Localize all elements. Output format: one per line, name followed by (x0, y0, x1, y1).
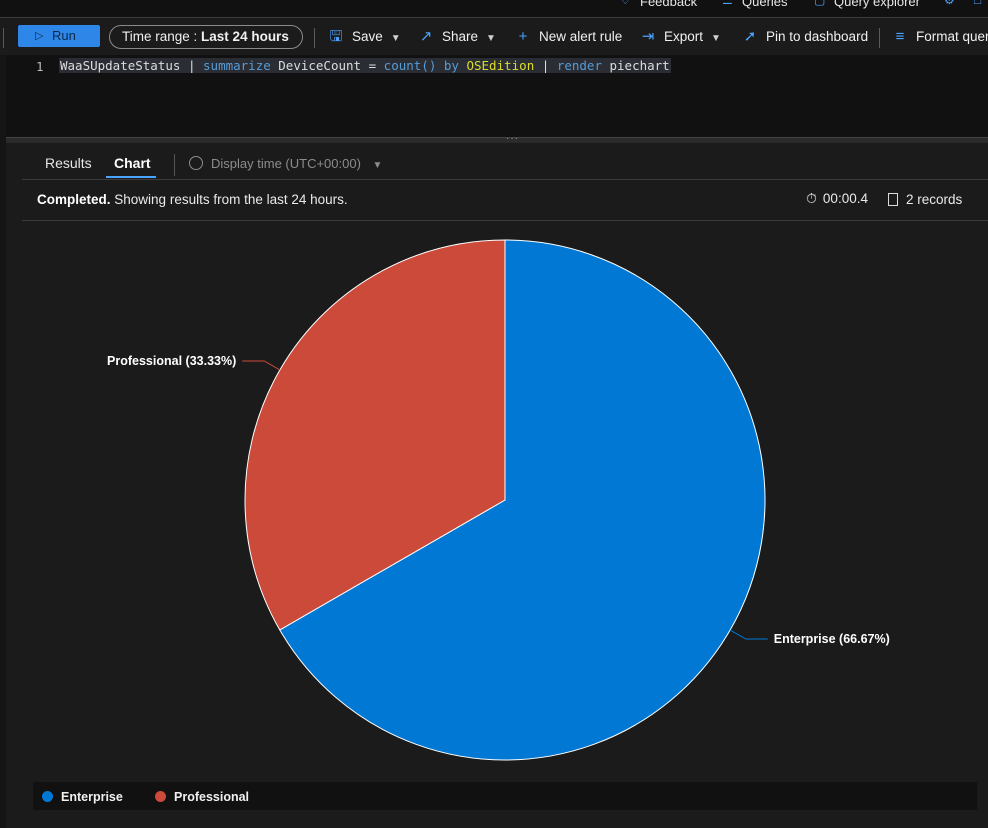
save-icon: 🖫 (329, 28, 343, 45)
query-explorer-icon: ▢ (814, 0, 826, 7)
query-duration: ⏱ 00:00.4 (806, 190, 868, 207)
feedback-icon: ♡ (620, 0, 631, 7)
toolbar-divider (3, 28, 4, 48)
export-label: Export (664, 29, 704, 44)
status-message: Completed. Showing results from the last… (37, 192, 348, 207)
divider (22, 179, 988, 180)
pane-splitter[interactable]: ··· (6, 133, 988, 144)
slice-label-enterprise: Enterprise (66.67%) (774, 632, 890, 646)
legend-item-enterprise[interactable]: Enterprise (42, 790, 123, 804)
run-label: Run (52, 28, 76, 43)
pie-slice-enterprise[interactable] (279, 239, 766, 761)
code-render: render (556, 58, 602, 73)
format-label: Format quer (916, 29, 988, 44)
leader-line-professional (242, 360, 281, 371)
time-range-picker[interactable]: Time range : Last 24 hours (109, 25, 303, 49)
legend-item-professional[interactable]: Professional (155, 790, 249, 804)
query-editor[interactable]: 1 WaaSUpdateStatus | summarize DeviceCou… (6, 55, 988, 137)
pie-chart: Enterprise (66.67%) Professional (33.33%) (107, 239, 890, 761)
toolbar-divider (314, 28, 315, 48)
chevron-down-icon: ▼ (486, 33, 496, 44)
display-time-dropdown[interactable]: Display time (UTC+00:00) ▼ (189, 156, 382, 171)
code-field: DeviceCount (278, 58, 362, 73)
legend-swatch-professional (155, 791, 166, 802)
record-count: 2 records (888, 192, 962, 207)
code-count: count() (383, 58, 437, 73)
slice-label-professional: Professional (33.33%) (107, 354, 236, 368)
code-table: WaaSUpdateStatus (60, 58, 181, 73)
code-equals: = (368, 58, 377, 73)
duration-value: 00:00.4 (822, 191, 868, 206)
code-group-field: OSEdition (466, 58, 535, 73)
save-label: Save (352, 29, 383, 44)
chevron-down-icon: ▼ (372, 160, 383, 171)
time-range-prefix: Time range : (122, 29, 198, 44)
settings-icon[interactable]: ⚙ (944, 0, 955, 7)
active-tab-indicator (106, 176, 156, 178)
pin-icon: ➚ (743, 28, 757, 45)
leader-line-enterprise (729, 629, 768, 640)
legend-label-professional: Professional (174, 790, 250, 804)
panel-icon[interactable]: □ (974, 0, 982, 7)
legend-swatch-enterprise (42, 791, 53, 802)
code-summarize: summarize (203, 58, 271, 73)
chevron-down-icon: ▼ (711, 33, 721, 44)
clock-icon (189, 156, 203, 170)
export-icon: ⇥ (641, 28, 655, 45)
export-button[interactable]: ⇥ Export ▼ (640, 26, 721, 48)
records-icon (888, 193, 898, 206)
query-explorer-link[interactable]: Query explorer (834, 0, 920, 9)
records-value: 2 records (906, 192, 963, 207)
tabs-divider (174, 154, 175, 176)
status-detail: Showing results from the last 24 hours. (114, 192, 348, 207)
format-icon: ≡ (895, 28, 905, 45)
display-time-label: Display time (UTC+00:00) (211, 156, 361, 171)
drag-handle-icon[interactable]: ··· (506, 133, 519, 144)
tab-chart[interactable]: Chart (114, 155, 151, 171)
top-strip: ♡ Feedback ☰ Queries ▢ Query explorer ⚙ … (0, 0, 988, 18)
share-button[interactable]: ↗ Share ▼ (418, 26, 496, 48)
save-button[interactable]: 🖫 Save ▼ (328, 26, 401, 48)
share-label: Share (442, 29, 479, 44)
chart-legend: Enterprise Professional (33, 782, 977, 810)
chevron-down-icon: ▼ (390, 33, 401, 44)
new-alert-rule-button[interactable]: + New alert rule (515, 26, 623, 48)
share-icon: ↗ (419, 28, 433, 45)
plus-icon: + (518, 28, 528, 45)
pie-slice-professional[interactable] (244, 239, 506, 631)
legend-label-enterprise: Enterprise (61, 790, 123, 804)
stopwatch-icon: ⏱ (806, 190, 817, 206)
left-resize-bar[interactable] (0, 18, 6, 828)
code-pipe: | (187, 58, 196, 73)
run-button[interactable]: ▷ Run (18, 25, 100, 47)
time-range-value: Last 24 hours (201, 29, 289, 44)
line-number: 1 (36, 59, 44, 74)
pin-to-dashboard-button[interactable]: ➚ Pin to dashboard (742, 26, 868, 48)
new-alert-label: New alert rule (539, 29, 623, 44)
results-pane: Results Chart Display time (UTC+00:00) ▼… (6, 143, 988, 828)
tab-results[interactable]: Results (45, 155, 92, 171)
pin-label: Pin to dashboard (766, 29, 869, 44)
query-toolbar: ▷ Run Time range : Last 24 hours 🖫 Save ▼ … (0, 18, 988, 55)
query-code[interactable]: WaaSUpdateStatus | summarize DeviceCount… (59, 58, 671, 73)
play-icon: ▷ (35, 30, 44, 42)
queries-link[interactable]: Queries (742, 0, 788, 9)
format-query-button[interactable]: ≡ Format quer (892, 26, 988, 48)
toolbar-divider (879, 28, 880, 48)
divider (22, 220, 988, 221)
code-pipe: | (541, 58, 550, 73)
status-completed: Completed. (37, 192, 111, 207)
code-viz: piechart (609, 58, 670, 73)
code-by: by (443, 58, 459, 73)
queries-icon: ☰ (722, 0, 733, 7)
feedback-link[interactable]: Feedback (640, 0, 698, 9)
